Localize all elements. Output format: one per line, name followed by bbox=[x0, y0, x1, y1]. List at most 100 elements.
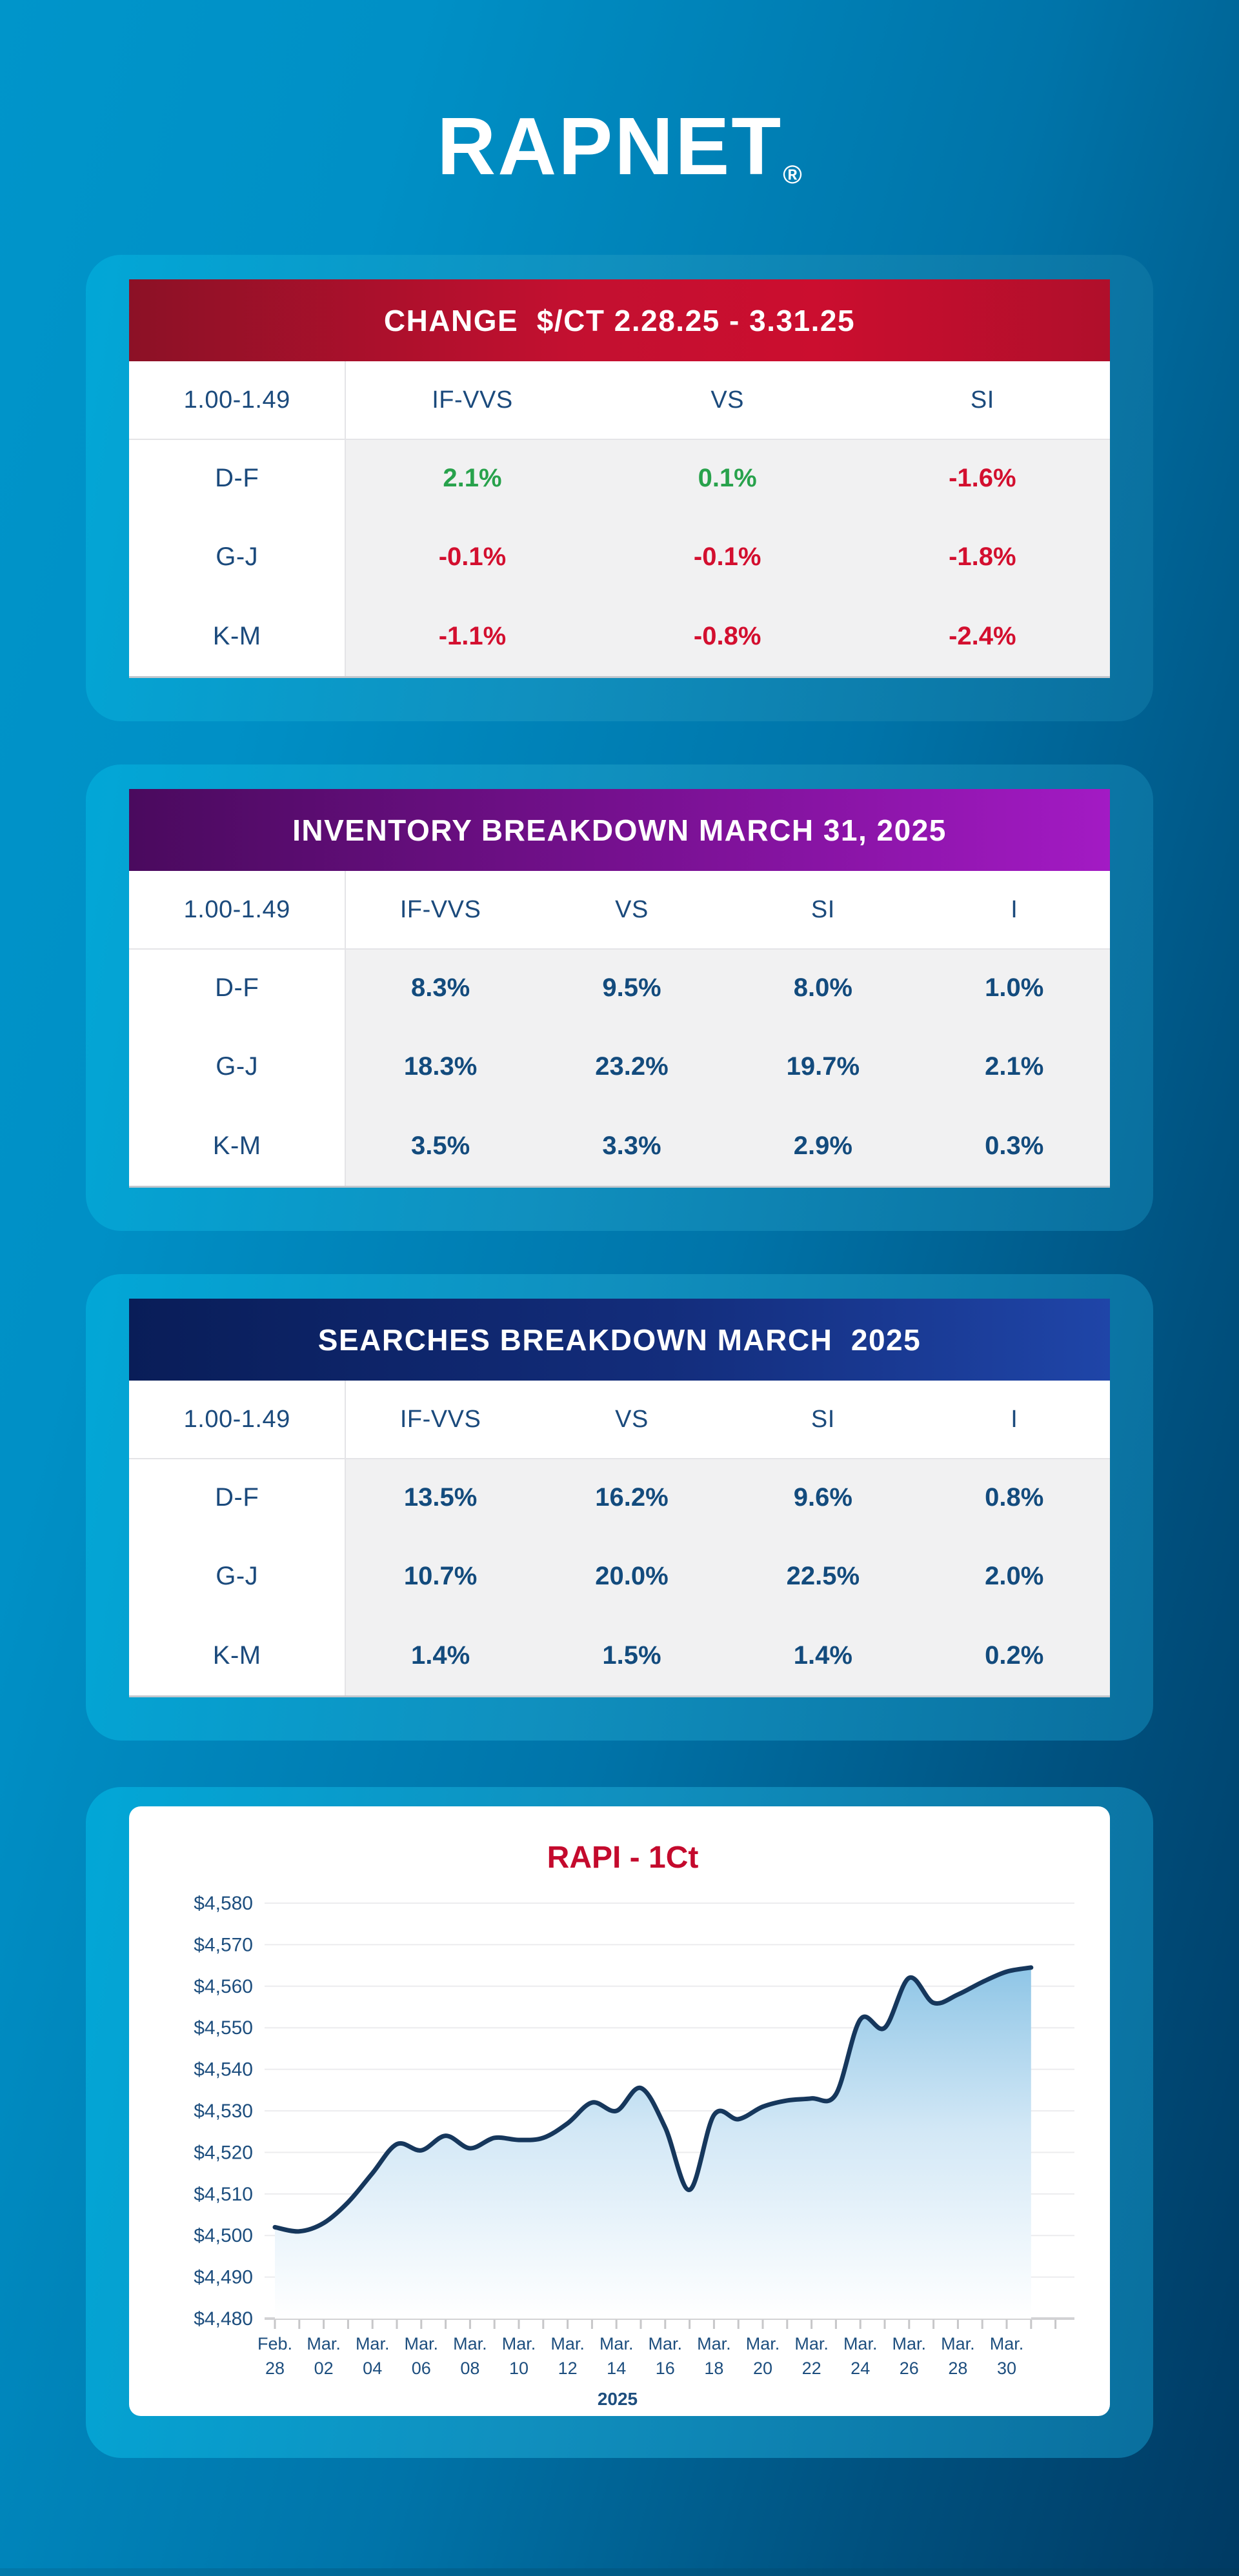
inventory-table-grid: 1.00-1.49 IF-VVS VS SI I D-F 8.3% 9.5% 8.0% 1.0% G… bbox=[129, 871, 1110, 1186]
searches-table-grid: 1.00-1.49 IF-VVS VS SI I D-F 13.5% 16.2% 9.6% 0.8… bbox=[129, 1381, 1110, 1695]
header-separator bbox=[129, 439, 1110, 440]
color-row-label: G-J bbox=[216, 1052, 259, 1081]
change-table-title: CHANGE $/CT 2.28.25 - 3.31.25 bbox=[129, 279, 1110, 361]
table-row: K-M 3.5% 3.3% 2.9% 0.3% bbox=[129, 1106, 1110, 1186]
clarity-column-header: SI bbox=[970, 386, 994, 414]
column-separator bbox=[345, 361, 347, 676]
x-axis-label-day: 06 bbox=[412, 2359, 431, 2378]
color-row-label: D-F bbox=[215, 1483, 259, 1512]
x-axis-label-month: Mar. bbox=[550, 2334, 585, 2353]
cell-value: 19.7% bbox=[786, 1052, 860, 1081]
inventory-table: INVENTORY BREAKDOWN MARCH 31, 2025 1.00-… bbox=[129, 789, 1110, 1188]
table-values-background bbox=[345, 1458, 1110, 1695]
card-rapi-chart: RAPI - 1Ct $4,580 $4,570 $4,560 $4,550 $4,540… bbox=[86, 1787, 1153, 2458]
logo-text: RAPNET bbox=[437, 101, 783, 192]
x-axis-label-month: Mar. bbox=[356, 2334, 390, 2353]
x-axis-label-day: 02 bbox=[314, 2359, 334, 2378]
x-axis-label-day: 20 bbox=[753, 2359, 772, 2378]
y-axis-label: $4,510 bbox=[194, 2184, 253, 2205]
cell-value: 22.5% bbox=[786, 1562, 860, 1591]
price-area-fill bbox=[275, 1967, 1031, 2319]
x-axis-label-day: 26 bbox=[900, 2359, 919, 2378]
x-axis-label-month: Mar. bbox=[453, 2334, 487, 2353]
rapi-chart-panel: RAPI - 1Ct $4,580 $4,570 $4,560 $4,550 $4,540… bbox=[129, 1806, 1110, 2416]
table-row: G-J 18.3% 23.2% 19.7% 2.1% bbox=[129, 1028, 1110, 1107]
cell-value: 2.9% bbox=[793, 1131, 852, 1160]
table-values-background bbox=[345, 439, 1110, 676]
color-row-label: D-F bbox=[215, 463, 259, 492]
x-axis-label-month: Mar. bbox=[649, 2334, 683, 2353]
table-values-background bbox=[345, 948, 1110, 1186]
x-axis-label-month: Mar. bbox=[307, 2334, 341, 2353]
cell-value: 1.4% bbox=[793, 1641, 852, 1670]
x-axis-label-day: 30 bbox=[997, 2359, 1016, 2378]
table-row: G-J 10.7% 20.0% 22.5% 2.0% bbox=[129, 1537, 1110, 1617]
chart-title: RAPI - 1Ct bbox=[547, 1841, 699, 1875]
cell-value: 18.3% bbox=[403, 1052, 478, 1081]
table-row: D-F 8.3% 9.5% 8.0% 1.0% bbox=[129, 948, 1110, 1028]
searches-table: SEARCHES BREAKDOWN MARCH 2025 1.00-1.49 I… bbox=[129, 1299, 1110, 1697]
x-axis-label-day: 04 bbox=[363, 2359, 382, 2378]
cell-value: 13.5% bbox=[403, 1483, 478, 1512]
size-range-header: 1.00-1.49 bbox=[183, 1405, 290, 1433]
y-axis-label: $4,490 bbox=[194, 2267, 253, 2288]
color-row-label: G-J bbox=[216, 543, 259, 572]
clarity-column-header: IF-VVS bbox=[399, 895, 481, 923]
x-axis-label-day: 28 bbox=[948, 2359, 967, 2378]
y-axis-label: $4,550 bbox=[194, 2017, 253, 2039]
x-axis-label-day: 14 bbox=[607, 2359, 626, 2378]
x-axis-label-month: Mar. bbox=[502, 2334, 536, 2353]
header-separator bbox=[129, 948, 1110, 950]
cell-value: 23.2% bbox=[595, 1052, 669, 1081]
column-separator bbox=[345, 871, 347, 1186]
rapnet-logo: RAPNET® bbox=[0, 98, 1239, 214]
cell-value: 2.0% bbox=[985, 1562, 1044, 1591]
cell-value: -0.1% bbox=[438, 543, 507, 572]
color-row-label: K-M bbox=[212, 1641, 261, 1670]
size-range-header: 1.00-1.49 bbox=[183, 895, 290, 923]
table-row: D-F 13.5% 16.2% 9.6% 0.8% bbox=[129, 1458, 1110, 1537]
header-separator bbox=[129, 1458, 1110, 1459]
registered-trademark-icon: ® bbox=[783, 161, 802, 189]
clarity-column-header: I bbox=[1011, 1405, 1018, 1433]
cell-value: -0.1% bbox=[693, 543, 761, 572]
y-axis-label: $4,520 bbox=[194, 2142, 253, 2163]
column-header-row: 1.00-1.49 IF-VVS VS SI bbox=[129, 361, 1110, 439]
x-axis-label-month: Mar. bbox=[405, 2334, 439, 2353]
change-table-grid: 1.00-1.49 IF-VVS VS SI D-F 2.1% 0.1% -1.6% G-J -0… bbox=[129, 361, 1110, 676]
card-searches-table: SEARCHES BREAKDOWN MARCH 2025 1.00-1.49 I… bbox=[86, 1274, 1153, 1741]
table-row: K-M 1.4% 1.5% 1.4% 0.2% bbox=[129, 1616, 1110, 1695]
table-row: D-F 2.1% 0.1% -1.6% bbox=[129, 439, 1110, 518]
cell-value: 0.8% bbox=[985, 1483, 1044, 1512]
cell-value: 3.3% bbox=[602, 1131, 661, 1160]
cell-value: -1.1% bbox=[438, 621, 507, 650]
x-axis-label-day: 18 bbox=[704, 2359, 723, 2378]
cell-value: -1.8% bbox=[949, 543, 1016, 572]
y-axis-label: $4,500 bbox=[194, 2225, 253, 2246]
color-row-label: K-M bbox=[212, 621, 261, 650]
clarity-column-header: VS bbox=[615, 1405, 649, 1433]
cell-value: 1.5% bbox=[602, 1641, 661, 1670]
clarity-column-header: VS bbox=[710, 386, 745, 414]
x-axis-label-day: 28 bbox=[265, 2359, 285, 2378]
clarity-column-header: IF-VVS bbox=[399, 1405, 481, 1433]
cell-value: 2.1% bbox=[443, 463, 502, 492]
cell-value: 20.0% bbox=[595, 1562, 669, 1591]
cell-value: 0.2% bbox=[985, 1641, 1044, 1670]
cell-value: 1.4% bbox=[411, 1641, 470, 1670]
table-row: K-M -1.1% -0.8% -2.4% bbox=[129, 597, 1110, 676]
rapi-area-chart: RAPI - 1Ct $4,580 $4,570 $4,560 $4,550 $4,540… bbox=[194, 1841, 1074, 2409]
cell-value: 16.2% bbox=[595, 1483, 669, 1512]
card-change-table: CHANGE $/CT 2.28.25 - 3.31.25 1.00-1.49 I… bbox=[86, 255, 1153, 721]
clarity-column-header: SI bbox=[811, 895, 835, 923]
clarity-column-header: I bbox=[1011, 895, 1018, 923]
x-axis-label-month: Mar. bbox=[843, 2334, 878, 2353]
y-axis-label: $4,570 bbox=[194, 1934, 253, 1955]
y-axis-label: $4,480 bbox=[194, 2308, 253, 2330]
change-table: CHANGE $/CT 2.28.25 - 3.31.25 1.00-1.49 I… bbox=[129, 279, 1110, 678]
inventory-table-title: INVENTORY BREAKDOWN MARCH 31, 2025 bbox=[129, 789, 1110, 871]
x-axis-label-day: 24 bbox=[851, 2359, 870, 2378]
cell-value: 9.6% bbox=[793, 1483, 852, 1512]
x-axis-label-month: Mar. bbox=[990, 2334, 1024, 2353]
